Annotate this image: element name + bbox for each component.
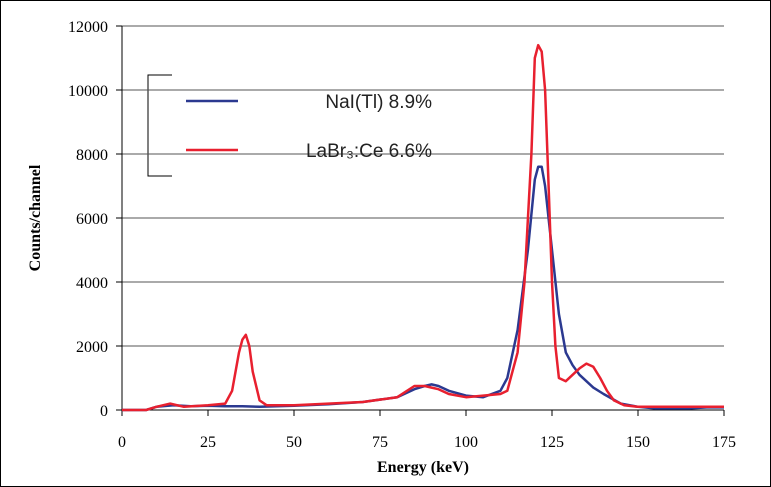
legend-bracket <box>147 74 172 177</box>
y-tick-label: 6000 <box>76 211 108 228</box>
y-tick-label: 2000 <box>76 339 108 356</box>
legend-label: LaBr₃:Ce 6.6% <box>306 141 432 162</box>
x-axis-title: Energy (keV) <box>377 459 469 476</box>
x-tick-label: 75 <box>372 434 388 451</box>
x-tick-label: 175 <box>712 434 736 451</box>
x-tick-label: 50 <box>286 434 302 451</box>
x-tick-label: 100 <box>454 434 478 451</box>
y-tick-label: 4000 <box>76 275 108 292</box>
y-tick-label: 8000 <box>76 147 108 164</box>
y-tick-label: 10000 <box>68 83 108 100</box>
series-line <box>122 165 724 412</box>
series-line <box>122 43 724 412</box>
x-tick-label: 0 <box>118 434 126 451</box>
x-tick-label: 150 <box>626 434 650 451</box>
y-tick-label: 12000 <box>68 19 108 36</box>
y-axis-title: Counts/channel <box>27 164 44 271</box>
y-tick-label: 0 <box>100 403 108 420</box>
x-tick-label: 125 <box>540 434 564 451</box>
x-tick-label: 25 <box>200 434 216 451</box>
legend-label: NaI(Tl) 8.9% <box>325 92 432 113</box>
